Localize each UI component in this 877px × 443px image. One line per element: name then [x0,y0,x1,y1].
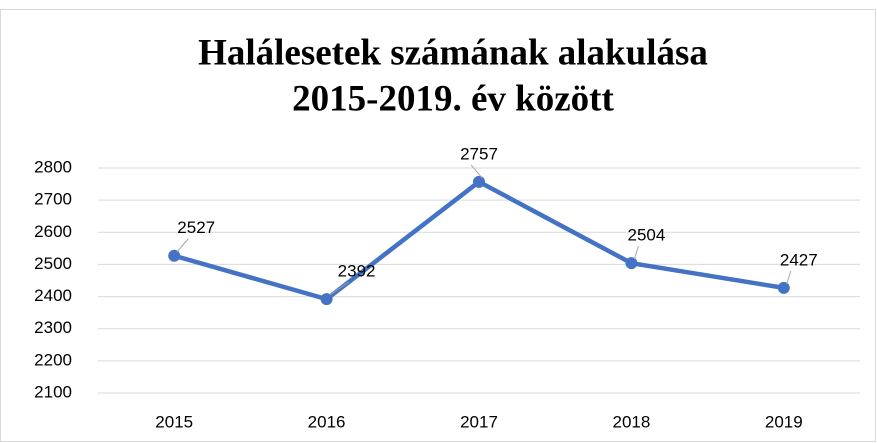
x-tick-label: 2019 [765,412,803,431]
leader-line [470,164,483,179]
marker [320,293,333,306]
y-tick-label: 2200 [34,350,72,369]
chart-title: Halálesetek számának alakulása [198,32,708,73]
chart-border [0,9,876,442]
y-tick-label: 2800 [34,157,72,176]
y-tick-label: 2300 [34,318,72,337]
data-label: 2757 [460,144,498,163]
leader-line [633,245,639,260]
chart-title: 2015-2019. év között [292,78,614,119]
leader-line [176,238,189,253]
y-tick-label: 2500 [34,254,72,273]
data-label: 2504 [627,226,665,245]
y-tick-label: 2700 [34,190,72,209]
data-label: 2392 [338,262,376,281]
x-tick-label: 2018 [612,412,650,431]
y-tick-label: 2400 [34,286,72,305]
leader-line [329,281,349,296]
marker [777,281,790,294]
leader-line [786,270,792,285]
data-label: 2427 [780,250,818,269]
x-tick-label: 2016 [308,412,346,431]
marker [168,249,181,262]
y-tick-label: 2100 [34,382,72,401]
x-tick-label: 2015 [155,412,193,431]
data-label: 2527 [177,218,215,237]
y-tick-label: 2600 [34,222,72,241]
marker [625,257,638,270]
marker [473,175,485,188]
x-tick-label: 2017 [460,412,498,431]
